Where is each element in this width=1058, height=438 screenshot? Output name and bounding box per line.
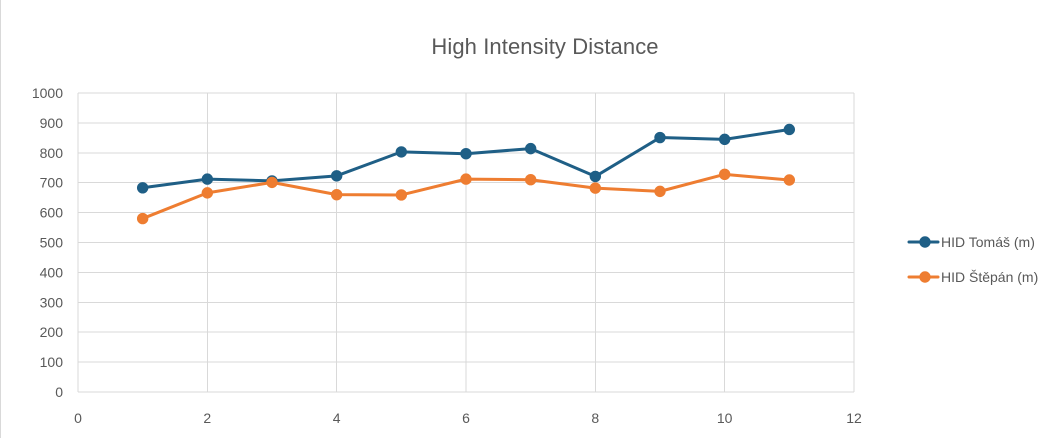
data-point-series-2 (654, 185, 666, 198)
y-tick-label: 200 (40, 324, 64, 340)
legend: HID Tomáš (m) HID Štěpán (m) (907, 234, 1038, 285)
data-point-series-1 (136, 182, 149, 194)
y-tick-label: 600 (40, 205, 64, 221)
x-tick-label: 10 (717, 410, 733, 426)
axis-layer: 0 100 200 300 400 500 600 700 800 900 1000 0 2 4 6 8 10 1… (32, 85, 862, 426)
data-point-series-1 (589, 170, 602, 183)
data-point-series-2 (783, 174, 796, 186)
data-point-series-2 (524, 174, 537, 186)
chart-title: High Intensity Distance (431, 34, 659, 59)
data-point-series-2 (266, 176, 278, 189)
series-layer (136, 123, 796, 225)
data-point-series-1 (460, 147, 472, 160)
y-tick-label: 800 (40, 145, 64, 161)
x-tick-label: 12 (846, 410, 862, 426)
y-tick-label: 400 (40, 264, 64, 280)
y-tick-label: 300 (40, 294, 64, 310)
data-point-series-2 (201, 187, 214, 199)
data-point-series-1 (783, 123, 796, 136)
data-point-series-2 (330, 188, 343, 201)
data-point-series-2 (136, 212, 149, 225)
legend-marker-1 (919, 236, 931, 248)
y-tick-label: 100 (40, 354, 64, 370)
data-point-series-1 (395, 146, 408, 158)
data-point-series-1 (330, 170, 343, 182)
x-tick-label: 4 (333, 410, 341, 426)
y-tick-label: 500 (40, 235, 64, 251)
data-point-series-1 (654, 131, 666, 144)
data-point-series-2 (395, 189, 408, 201)
y-tick-label: 900 (40, 115, 64, 131)
y-tick-label: 1000 (32, 85, 63, 101)
y-tick-label: 0 (55, 384, 63, 400)
data-point-series-1 (201, 173, 214, 185)
legend-marker-2 (919, 271, 931, 283)
data-point-series-2 (718, 168, 731, 181)
data-point-series-2 (589, 182, 602, 194)
y-tick-label: 700 (40, 175, 64, 191)
x-tick-label: 0 (74, 410, 82, 426)
data-point-series-1 (718, 133, 731, 146)
x-tick-label: 8 (591, 410, 599, 426)
x-tick-label: 2 (203, 410, 211, 426)
data-point-series-1 (524, 142, 537, 155)
legend-label-1: HID Tomáš (m) (941, 234, 1035, 250)
legend-label-2: HID Štěpán (m) (941, 269, 1038, 285)
x-tick-label: 6 (462, 410, 470, 426)
data-point-series-2 (460, 173, 472, 185)
